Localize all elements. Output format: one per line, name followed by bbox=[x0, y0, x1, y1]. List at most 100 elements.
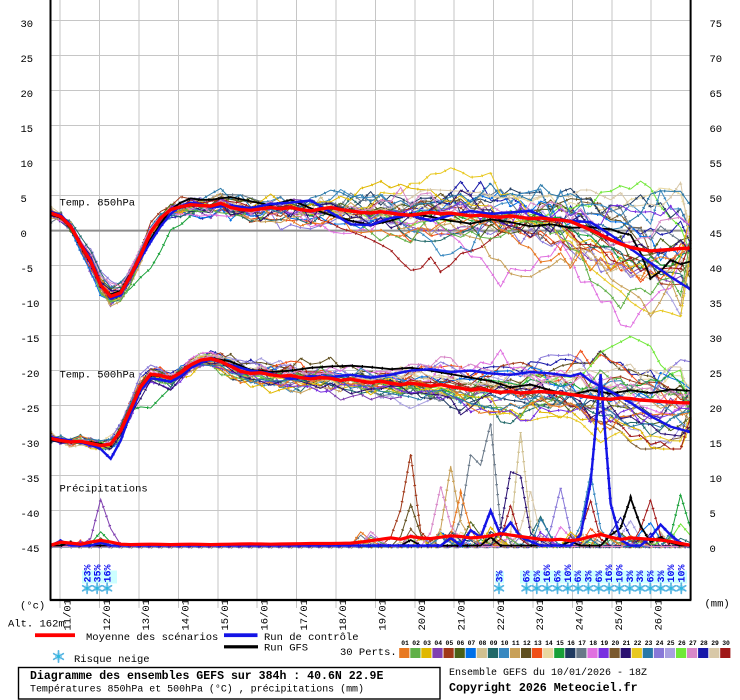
svg-text:26/01: 26/01 bbox=[653, 599, 665, 631]
svg-text:25: 25 bbox=[21, 54, 34, 66]
svg-text:60: 60 bbox=[710, 124, 723, 136]
svg-text:6%: 6% bbox=[595, 570, 606, 582]
svg-text:30: 30 bbox=[710, 334, 723, 346]
svg-text:10%: 10% bbox=[616, 564, 627, 582]
svg-text:16%: 16% bbox=[543, 564, 554, 582]
svg-text:26: 26 bbox=[678, 640, 686, 647]
svg-text:Run GFS: Run GFS bbox=[264, 643, 308, 655]
svg-text:-20: -20 bbox=[21, 369, 40, 381]
svg-text:03: 03 bbox=[423, 640, 431, 647]
svg-text:16%: 16% bbox=[605, 564, 616, 582]
svg-text:Temp. 850hPa: Temp. 850hPa bbox=[60, 198, 136, 210]
svg-text:22: 22 bbox=[634, 640, 642, 647]
svg-text:06: 06 bbox=[457, 640, 465, 647]
svg-text:23: 23 bbox=[645, 640, 653, 647]
svg-text:27: 27 bbox=[689, 640, 697, 647]
svg-text:20: 20 bbox=[612, 640, 620, 647]
svg-text:30 Perts.: 30 Perts. bbox=[340, 647, 397, 659]
svg-text:75: 75 bbox=[710, 19, 723, 31]
svg-text:Précipitations: Précipitations bbox=[60, 484, 148, 496]
svg-text:Ensemble GEFS du 10/01/2026 -: Ensemble GEFS du 10/01/2026 - 18Z bbox=[449, 667, 647, 679]
svg-text:11: 11 bbox=[512, 640, 520, 647]
svg-text:0: 0 bbox=[710, 544, 716, 556]
svg-text:21/01: 21/01 bbox=[456, 599, 468, 631]
svg-text:45: 45 bbox=[710, 229, 723, 241]
svg-text:05: 05 bbox=[446, 640, 454, 647]
svg-text:-25: -25 bbox=[21, 404, 40, 416]
svg-text:28: 28 bbox=[700, 640, 708, 647]
svg-text:(°c): (°c) bbox=[20, 600, 45, 612]
svg-text:21: 21 bbox=[623, 640, 631, 647]
svg-text:22/01: 22/01 bbox=[496, 599, 508, 631]
svg-text:Copyright 2026 Meteociel.fr: Copyright 2026 Meteociel.fr bbox=[449, 682, 638, 695]
svg-text:5: 5 bbox=[21, 194, 27, 206]
svg-text:16/01: 16/01 bbox=[259, 599, 271, 631]
svg-text:Alt. 162m: Alt. 162m bbox=[8, 618, 65, 630]
svg-text:04: 04 bbox=[434, 640, 442, 647]
svg-text:19: 19 bbox=[601, 640, 609, 647]
svg-text:-35: -35 bbox=[21, 474, 40, 486]
svg-text:-5: -5 bbox=[21, 264, 34, 276]
svg-text:20: 20 bbox=[710, 404, 723, 416]
svg-text:6%: 6% bbox=[574, 570, 585, 582]
svg-text:6%: 6% bbox=[554, 570, 565, 582]
svg-text:70: 70 bbox=[710, 54, 723, 66]
svg-text:55: 55 bbox=[710, 159, 723, 171]
svg-text:16: 16 bbox=[567, 640, 575, 647]
svg-text:Run de contrôle: Run de contrôle bbox=[264, 632, 359, 644]
svg-text:65: 65 bbox=[710, 89, 723, 101]
svg-text:01: 01 bbox=[401, 640, 409, 647]
svg-text:Temp. 500hPa: Temp. 500hPa bbox=[60, 370, 136, 382]
svg-text:-10: -10 bbox=[21, 299, 40, 311]
svg-text:10%: 10% bbox=[667, 564, 678, 582]
svg-text:0: 0 bbox=[21, 229, 27, 241]
svg-text:-15: -15 bbox=[21, 334, 40, 346]
svg-text:18/01: 18/01 bbox=[338, 599, 350, 631]
svg-text:13/01: 13/01 bbox=[141, 599, 153, 631]
svg-text:12/01: 12/01 bbox=[102, 599, 114, 631]
svg-text:3%: 3% bbox=[626, 570, 637, 582]
svg-text:11/01: 11/01 bbox=[62, 599, 74, 631]
svg-text:20: 20 bbox=[21, 89, 34, 101]
svg-text:15: 15 bbox=[21, 124, 34, 136]
svg-text:10: 10 bbox=[710, 474, 723, 486]
svg-text:09: 09 bbox=[490, 640, 498, 647]
svg-text:19/01: 19/01 bbox=[378, 599, 390, 631]
svg-text:12: 12 bbox=[523, 640, 531, 647]
svg-text:-45: -45 bbox=[21, 544, 40, 556]
svg-text:3%: 3% bbox=[657, 570, 668, 582]
svg-text:15: 15 bbox=[710, 439, 723, 451]
svg-text:(mm): (mm) bbox=[705, 599, 730, 611]
svg-text:18: 18 bbox=[589, 640, 597, 647]
svg-text:24/01: 24/01 bbox=[575, 599, 587, 631]
svg-text:24: 24 bbox=[656, 640, 664, 647]
svg-text:17: 17 bbox=[578, 640, 586, 647]
svg-text:30: 30 bbox=[722, 640, 730, 647]
svg-text:-40: -40 bbox=[21, 509, 40, 521]
svg-text:3%: 3% bbox=[495, 570, 506, 582]
svg-text:10: 10 bbox=[21, 159, 34, 171]
svg-text:10: 10 bbox=[501, 640, 509, 647]
svg-text:15/01: 15/01 bbox=[220, 599, 232, 631]
svg-text:3%: 3% bbox=[636, 570, 647, 582]
svg-text:23%: 23% bbox=[83, 564, 94, 582]
svg-text:30: 30 bbox=[21, 19, 34, 31]
svg-text:08: 08 bbox=[479, 640, 487, 647]
svg-text:6%: 6% bbox=[523, 570, 534, 582]
svg-text:-30: -30 bbox=[21, 439, 40, 451]
svg-text:50: 50 bbox=[710, 194, 723, 206]
svg-text:35%: 35% bbox=[93, 564, 104, 582]
svg-text:20/01: 20/01 bbox=[417, 599, 429, 631]
svg-text:Diagramme des ensembles GEFS s: Diagramme des ensembles GEFS sur 384h : … bbox=[30, 670, 383, 683]
svg-text:16%: 16% bbox=[103, 564, 114, 582]
svg-text:23/01: 23/01 bbox=[535, 599, 547, 631]
svg-text:17/01: 17/01 bbox=[299, 599, 311, 631]
svg-text:25/01: 25/01 bbox=[614, 599, 626, 631]
svg-text:07: 07 bbox=[468, 640, 476, 647]
svg-text:Risque neige: Risque neige bbox=[74, 654, 150, 666]
svg-text:29: 29 bbox=[711, 640, 719, 647]
svg-text:13: 13 bbox=[534, 640, 542, 647]
svg-text:40: 40 bbox=[710, 264, 723, 276]
svg-text:10%: 10% bbox=[564, 564, 575, 582]
svg-text:14: 14 bbox=[545, 640, 553, 647]
